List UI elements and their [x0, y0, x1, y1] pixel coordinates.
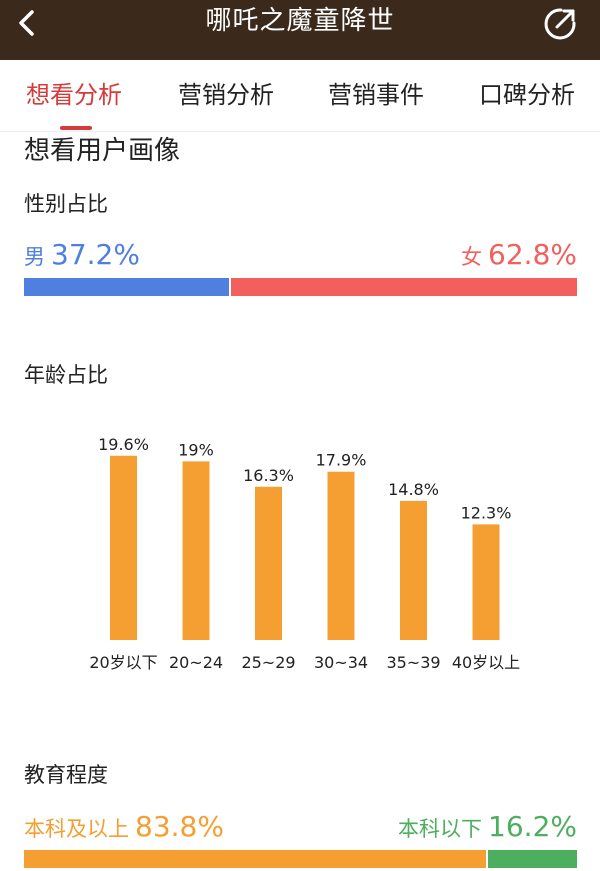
back-button[interactable] — [10, 6, 44, 40]
age-category-label: 25~29 — [241, 653, 295, 672]
age-bar — [472, 524, 500, 640]
below-bachelor-stat: 本科以下 16.2% — [398, 810, 577, 843]
tab-bar: 想看分析 营销分析 营销事件 口碑分析 — [0, 60, 600, 132]
tab-marketing-analysis[interactable]: 营销分析 — [178, 81, 274, 109]
age-bar — [400, 500, 427, 640]
below-bachelor-label: 本科以下 — [398, 817, 483, 841]
section-title: 想看用户画像 — [24, 136, 181, 166]
below-bachelor-bar-segment — [488, 850, 577, 868]
age-bar-value-label: 19.6% — [98, 435, 149, 454]
age-bar — [327, 471, 355, 640]
male-value: 37.2% — [51, 238, 140, 271]
age-bar-value-label: 16.3% — [243, 466, 294, 485]
female-value: 62.8% — [488, 238, 577, 271]
age-bar — [182, 461, 210, 640]
app-header: 哪吒之魔童降世 — [0, 0, 600, 60]
female-label: 女 — [461, 245, 483, 269]
above-bachelor-value: 83.8% — [135, 810, 224, 843]
education-title: 教育程度 — [24, 763, 108, 787]
age-bar-chart: 19.6% 20岁以下 19% 20~24 16.3% 25~29 17.9% 30~34 14… — [89, 435, 520, 672]
male-stat: 男 37.2% — [24, 238, 140, 271]
age-bar-value-label: 19% — [178, 440, 214, 459]
age-category-label: 20~24 — [169, 653, 223, 672]
education-bar — [24, 850, 577, 868]
above-bachelor-stat: 本科及以上 83.8% — [24, 810, 224, 843]
female-stat: 女 62.8% — [461, 238, 577, 271]
page-title: 哪吒之魔童降世 — [205, 6, 395, 36]
share-icon — [544, 8, 576, 40]
gender-bar — [24, 278, 577, 296]
above-bachelor-label: 本科及以上 — [24, 817, 129, 841]
age-category-label: 30~34 — [314, 653, 368, 672]
age-category-label: 20岁以下 — [89, 653, 157, 672]
age-bar — [255, 486, 282, 640]
age-bar-value-label: 17.9% — [316, 451, 367, 470]
above-bachelor-bar-segment — [24, 850, 486, 868]
male-bar-segment — [24, 278, 229, 296]
tab-marketing-events[interactable]: 营销事件 — [328, 81, 424, 109]
age-bar — [110, 455, 137, 640]
active-tab-indicator — [60, 126, 92, 130]
age-bar-value-label: 12.3% — [461, 503, 512, 522]
tab-reputation-analysis[interactable]: 口碑分析 — [479, 81, 575, 109]
age-category-label: 35~39 — [386, 653, 440, 672]
tab-want-analysis[interactable]: 想看分析 — [26, 81, 122, 109]
female-bar-segment — [231, 278, 577, 296]
male-label: 男 — [24, 245, 45, 269]
gender-title: 性别占比 — [24, 192, 108, 216]
share-button[interactable] — [542, 6, 578, 42]
age-category-label: 40岁以上 — [452, 653, 520, 672]
age-chart: 19.6% 20岁以下 19% 20~24 16.3% 25~29 17.9% 30~34 14… — [0, 400, 600, 690]
below-bachelor-value: 16.2% — [488, 810, 577, 843]
chevron-left-icon — [19, 10, 34, 36]
age-bar-value-label: 14.8% — [388, 480, 439, 499]
age-title: 年龄占比 — [24, 363, 108, 387]
